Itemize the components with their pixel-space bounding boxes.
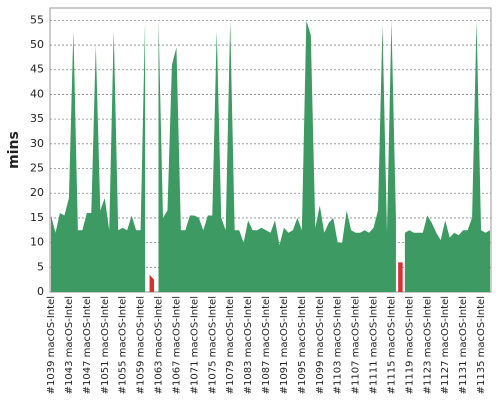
y-tick-label: 10	[30, 236, 44, 249]
y-tick-label: 20	[30, 186, 44, 199]
x-tick-label: #1051 macOS-Intel	[100, 296, 111, 394]
y-tick-label: 5	[37, 260, 44, 273]
x-tick-label: #1043 macOS-Intel	[64, 296, 75, 394]
x-tick-label: #1079 macOS-Intel	[225, 296, 236, 394]
x-tick-label: #1071 macOS-Intel	[189, 296, 200, 394]
area	[51, 20, 490, 292]
y-axis-label: mins	[6, 131, 22, 169]
x-tick-label: #1119 macOS-Intel	[404, 296, 415, 394]
y-tick-label: 0	[37, 285, 44, 298]
y-tick-label: 35	[30, 112, 44, 125]
x-tick-label: #1067 macOS-Intel	[171, 296, 182, 394]
x-tick-label: #1123 macOS-Intel	[422, 296, 433, 394]
x-tick-label: #1083 macOS-Intel	[243, 296, 254, 394]
x-tick-label: #1115 macOS-Intel	[386, 296, 397, 394]
y-tick-label: 15	[30, 211, 44, 224]
x-tick-label: #1091 macOS-Intel	[279, 296, 290, 394]
x-tick-label: #1135 macOS-Intel	[476, 296, 487, 394]
x-tick-label: #1131 macOS-Intel	[458, 296, 469, 394]
x-tick-label: #1087 macOS-Intel	[261, 296, 272, 394]
x-tick-label: #1075 macOS-Intel	[207, 296, 218, 394]
x-tick-label: #1107 macOS-Intel	[351, 296, 362, 394]
x-tick-label: #1055 macOS-Intel	[118, 296, 129, 394]
x-tick-label: #1099 macOS-Intel	[315, 296, 326, 394]
y-tick-label: 30	[30, 137, 44, 150]
x-tick-label: #1095 macOS-Intel	[297, 296, 308, 394]
y-tick-label: 40	[30, 87, 44, 100]
x-tick-label: #1103 macOS-Intel	[333, 296, 344, 394]
y-tick-label: 45	[30, 63, 44, 76]
x-tick-label: #1127 macOS-Intel	[440, 296, 451, 394]
y-tick-label: 25	[30, 162, 44, 175]
y-tick-label: 50	[30, 38, 44, 51]
x-tick-label: #1111 macOS-Intel	[369, 296, 380, 394]
x-tick-label: #1063 macOS-Intel	[154, 296, 165, 394]
x-tick-label: #1059 macOS-Intel	[136, 296, 147, 394]
y-tick-label: 55	[30, 13, 44, 26]
x-tick-label: #1039 macOS-Intel	[46, 296, 57, 394]
x-tick-label: #1047 macOS-Intel	[82, 296, 93, 394]
